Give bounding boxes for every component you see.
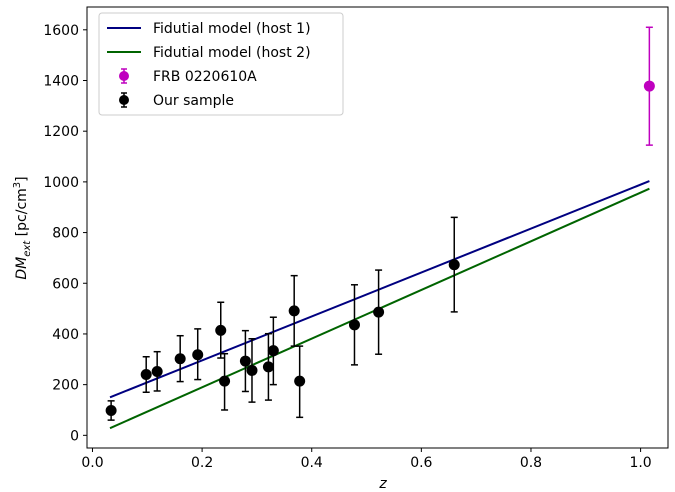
- y-tick-label: 1200: [43, 124, 79, 140]
- y-tick-label: 400: [52, 327, 79, 343]
- x-tick-label: 0.6: [410, 455, 432, 471]
- x-axis: 0.0 0.2 0.4 0.6 0.8 1.0: [81, 448, 652, 471]
- legend-label-host2: Fidutial model (host 2): [153, 45, 311, 61]
- data-marker: [239, 355, 251, 367]
- sample-point: [262, 332, 274, 401]
- x-tick-label: 0.4: [301, 455, 323, 471]
- y-axis-label-subscript: ext: [22, 240, 33, 257]
- y-axis-label-unit-close: ]: [14, 176, 30, 181]
- sample-point: [448, 216, 460, 313]
- y-axis-label-main: DM: [14, 257, 30, 280]
- y-tick-label: 1600: [43, 23, 79, 39]
- data-marker: [448, 259, 460, 271]
- y-axis-label: DMext [pc/cm3]: [12, 176, 33, 279]
- sample-point: [373, 269, 385, 355]
- sample-point: [140, 356, 152, 393]
- x-axis-label: z: [378, 476, 387, 492]
- data-marker: [643, 80, 655, 92]
- data-marker: [294, 375, 306, 387]
- data-marker: [219, 375, 231, 387]
- y-tick-label: 200: [52, 378, 79, 394]
- x-tick-label: 0.0: [81, 455, 103, 471]
- frb-point: [643, 26, 655, 146]
- data-marker: [267, 345, 279, 357]
- plot-area: [105, 26, 655, 430]
- legend: Fidutial model (host 1) Fidutial model (…: [98, 12, 344, 116]
- data-marker: [262, 361, 274, 373]
- y-tick-label: 1400: [43, 74, 79, 90]
- y-axis-label-unit-exponent: 3: [12, 182, 23, 188]
- y-axis: 0 200 400 600 800 1000 1200 1400 1600: [43, 23, 87, 444]
- sample-point: [348, 284, 360, 366]
- legend-label-frb: FRB 0220610A: [153, 69, 257, 85]
- plot-frame: [86, 6, 669, 449]
- sample-point: [267, 316, 279, 386]
- x-tick-label: 0.8: [520, 455, 542, 471]
- sample-point: [151, 350, 163, 392]
- data-marker: [105, 404, 117, 416]
- data-marker: [373, 306, 385, 318]
- model-line-host1: [109, 180, 650, 399]
- sample-point: [105, 400, 117, 421]
- sample-point: [294, 345, 306, 419]
- data-marker: [140, 369, 152, 380]
- sample-point: [192, 328, 204, 381]
- sample-point: [288, 274, 300, 347]
- sample-point: [174, 334, 186, 383]
- y-tick-label: 1000: [43, 175, 79, 191]
- data-marker: [151, 365, 163, 377]
- data-marker: [215, 324, 227, 336]
- data-marker: [174, 353, 186, 365]
- y-axis-label-unit: [pc/cm: [14, 188, 30, 241]
- data-marker: [246, 364, 258, 376]
- legend-swatch-frb: [119, 68, 129, 84]
- legend-box: [98, 12, 344, 116]
- sample-point: [215, 301, 227, 359]
- legend-label-sample: Our sample: [153, 93, 234, 109]
- legend-label-host1: Fidutial model (host 1): [153, 21, 311, 37]
- data-marker: [192, 349, 204, 361]
- legend-swatch-sample: [119, 92, 129, 108]
- x-tick-label: 0.2: [191, 455, 213, 471]
- y-tick-label: 800: [52, 226, 79, 242]
- y-tick-label: 600: [52, 276, 79, 292]
- sample-point: [219, 352, 231, 411]
- y-tick-label: 0: [70, 428, 79, 444]
- x-tick-label: 1.0: [629, 455, 651, 471]
- sample-point: [246, 338, 258, 403]
- data-marker: [348, 319, 360, 331]
- sample-point: [239, 329, 251, 393]
- data-marker: [288, 305, 300, 317]
